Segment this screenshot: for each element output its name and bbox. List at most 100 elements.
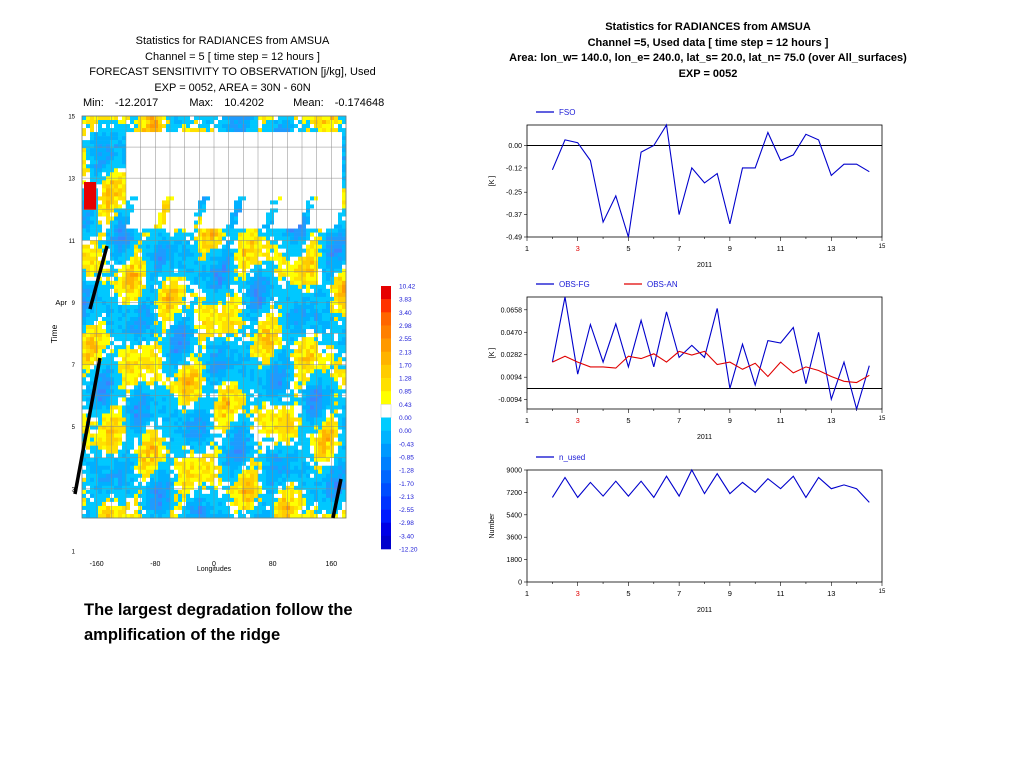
- x-tick-label: 15: [879, 244, 886, 250]
- x-tick-label: 3: [576, 244, 580, 253]
- slide-caption: The largest degradation follow the ampli…: [84, 601, 353, 644]
- heatmap-y-month-label: Apr: [55, 298, 67, 307]
- legend-label: OBS-AN: [647, 280, 678, 289]
- stat-max-label: Max:: [189, 97, 214, 109]
- colorbar-label: 2.98: [399, 323, 412, 330]
- colorbar-swatch: [381, 430, 391, 445]
- colorbar-swatch: [381, 456, 391, 471]
- colorbar-label: -2.13: [399, 494, 414, 501]
- heatmap-grid: [82, 115, 346, 518]
- colorbar-swatch: [381, 443, 391, 458]
- heatmap-y-tick-label: 9: [72, 301, 76, 307]
- hot-spot-cell: [84, 182, 96, 210]
- heatmap-y-tick-label: 15: [68, 115, 75, 121]
- y-tick-label: 0: [518, 580, 522, 587]
- colorbar-label: 0.85: [399, 389, 412, 396]
- x-tick-label: 5: [626, 589, 630, 598]
- y-tick-label: -0.12: [506, 165, 522, 172]
- colorbar-label: -0.85: [399, 454, 414, 461]
- stat-min-value: -12.2017: [114, 97, 159, 109]
- x-tick-label: 7: [677, 244, 681, 253]
- timeseries-title-line-2: Channel =5, Used data [ time step = 12 h…: [587, 36, 829, 49]
- heatmap-y-axis-label: Time: [49, 324, 59, 343]
- heatmap-x-tick-label: 160: [325, 561, 337, 568]
- heatmap-title-block: Statistics for RADIANCES from AMSUA Chan…: [60, 34, 405, 112]
- heatmap-y-tick-label: 13: [68, 177, 75, 183]
- y-tick-label: -0.0094: [498, 397, 522, 404]
- colorbar-label: 3.83: [399, 297, 412, 304]
- colorbar-label: 0.43: [399, 402, 412, 409]
- colorbar-swatch: [381, 522, 391, 537]
- colorbar-label: 2.55: [399, 336, 412, 343]
- heatmap-y-tick-label: 5: [72, 425, 76, 431]
- heatmap-y-tick-label: 7: [72, 363, 76, 369]
- x-tick-label: 1: [525, 244, 529, 253]
- colorbar-label: -0.43: [399, 441, 414, 448]
- y-axis-label: Number: [489, 513, 496, 539]
- x-axis-label: 2011: [697, 607, 712, 614]
- colorbar-swatch: [381, 312, 391, 326]
- colorbar-swatch: [381, 509, 391, 523]
- colorbar-label: 0.00: [399, 428, 412, 435]
- colorbar-swatch: [381, 535, 391, 550]
- colorbar-swatch: [381, 299, 391, 313]
- x-tick-label: 9: [728, 416, 732, 425]
- x-tick-label: 5: [626, 244, 630, 253]
- legend-label: n_used: [559, 453, 585, 462]
- colorbar-swatch: [381, 483, 391, 497]
- x-tick-label: 13: [827, 416, 835, 425]
- x-tick-label: 13: [827, 244, 835, 253]
- heatmap-x-axis-label: Longitudes: [197, 566, 232, 573]
- x-tick-label: 11: [777, 416, 785, 425]
- ridge-line-upper: [88, 245, 109, 310]
- series-line-n-used: [551, 468, 870, 503]
- colorbar-label: 1.28: [399, 376, 412, 383]
- x-tick-label: 9: [728, 244, 732, 253]
- x-tick-label: 11: [777, 244, 785, 253]
- heatmap-title-line-4: EXP = 0052, AREA = 30N - 60N: [154, 81, 311, 94]
- y-axis-label: [K ]: [489, 176, 496, 187]
- obs-departure-chart: OBS-FG OBS-AN 0.0658 0.0470 0.0282 0.0094 -0.0…: [489, 280, 886, 441]
- colorbar-swatch: [381, 325, 391, 339]
- series-line-fso: [551, 123, 870, 238]
- y-tick-label: -0.37: [506, 212, 522, 219]
- colorbar-label: -3.40: [399, 533, 414, 540]
- timeseries-title-line-4: EXP = 0052: [678, 67, 738, 80]
- x-axis-label: 2011: [697, 434, 712, 441]
- colorbar-label: 1.70: [399, 362, 412, 369]
- ridge-annotation-lines: [73, 245, 343, 519]
- x-tick-label: 9: [728, 589, 732, 598]
- plot-frame: [526, 124, 883, 238]
- colorbar-swatch: [381, 391, 391, 405]
- series-line-obs-an: [552, 350, 870, 384]
- y-tick-label: 0.0282: [501, 352, 523, 359]
- colorbar-label: -1.28: [399, 468, 414, 475]
- timeseries-title-line-3: Area: lon_w= 140.0, lon_e= 240.0, lat_s=…: [509, 52, 907, 64]
- colorbar: 10.42 3.83 3.40 2.98 2.55 2.13 1.70 1.28 0.85 0.4…: [380, 284, 418, 554]
- ridge-line-lower: [73, 357, 102, 495]
- x-tick-label: 3: [576, 416, 580, 425]
- colorbar-label: 3.40: [399, 310, 412, 317]
- x-tick-label: 7: [677, 589, 681, 598]
- heatmap-x-tick-label: -160: [90, 561, 104, 568]
- timeseries-title-block: Statistics for RADIANCES from AMSUA Chan…: [468, 20, 948, 82]
- stat-max-value: 10.4202: [224, 97, 265, 109]
- plot-frame: [526, 296, 883, 410]
- colorbar-label: -12.20: [399, 547, 418, 554]
- x-axis-label: 2011: [697, 262, 712, 269]
- y-tick-label: 0.0470: [501, 330, 523, 337]
- x-tick-label: 15: [879, 589, 886, 595]
- ridge-line-right: [331, 478, 343, 519]
- x-tick-label: 15: [879, 416, 886, 422]
- heatmap-y-tick-label: 11: [69, 239, 76, 245]
- heatmap-title-line-2: Channel = 5 [ time step = 12 hours ]: [145, 50, 320, 63]
- y-tick-label: 0.0658: [501, 307, 523, 314]
- colorbar-swatch: [381, 351, 391, 366]
- x-tick-label: 5: [626, 416, 630, 425]
- colorbar-label: -1.70: [399, 481, 414, 488]
- y-tick-label: 1800: [506, 557, 522, 564]
